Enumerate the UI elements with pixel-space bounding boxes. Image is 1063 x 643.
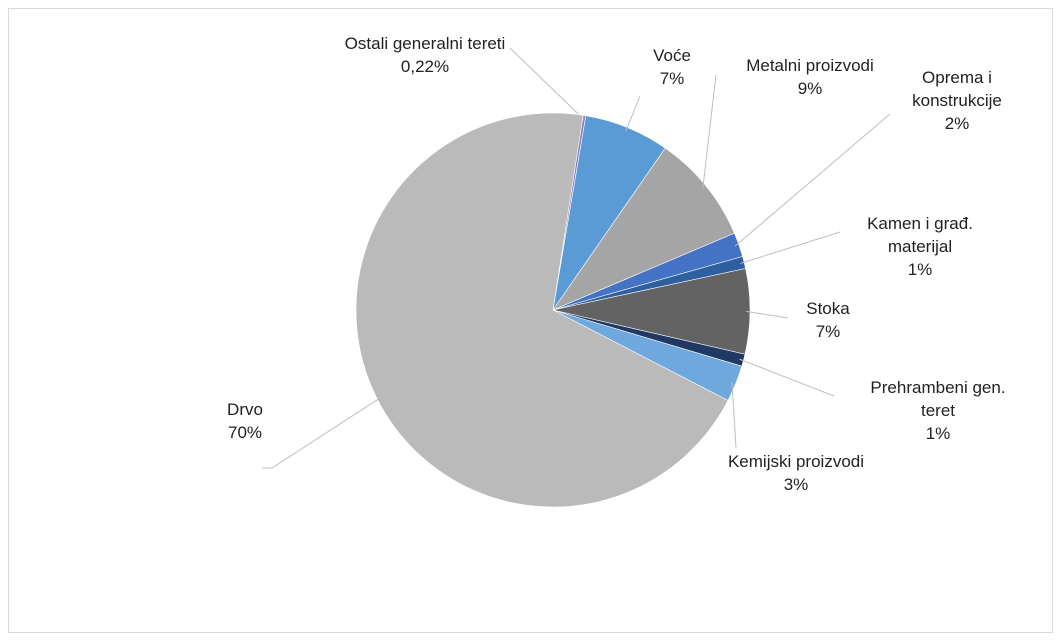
pie-slice [552,147,735,311]
category-label: Ostali generalni tereti [344,34,506,53]
leader-line [739,358,835,397]
data-label: Oprema i konstrukcije 2% [897,66,1017,135]
category-label: Kemijski proizvodi [727,452,865,471]
value-label: 0,22% [400,57,450,76]
category-label: Voće [653,46,691,65]
leader-line [625,95,641,132]
category-label: Metalni proizvodi [746,56,874,75]
data-label: Metalni proizvodi 9% [720,54,900,100]
category-label: Kamen i građ. materijal [867,214,973,256]
value-label: 9% [797,79,823,98]
leader-line [734,113,891,247]
chart-border [8,8,1053,633]
value-label: 3% [783,475,809,494]
value-label: 1% [907,260,933,279]
data-label: Drvo 70% [215,398,275,444]
data-label: Ostali generalni tereti 0,22% [340,32,510,78]
value-label: 2% [944,114,970,133]
value-label: 7% [659,69,685,88]
leader-line [740,231,841,264]
category-label: Prehrambeni gen. teret [870,378,1006,420]
category-label: Oprema i konstrukcije [912,68,1002,110]
value-label: 7% [815,322,841,341]
leader-line [745,310,789,319]
leader-line [509,47,585,120]
category-label: Stoka [806,299,850,318]
leader-line [702,74,717,189]
value-label: 70% [227,423,263,442]
data-label: Stoka 7% [798,297,858,343]
data-label: Kamen i građ. materijal 1% [850,212,990,281]
data-label: Voće 7% [642,44,702,90]
data-label: Kemijski proizvodi 3% [701,450,891,496]
leader-line [262,396,382,469]
category-label: Drvo [227,400,263,419]
value-label: 1% [925,424,951,443]
data-label: Prehrambeni gen. teret 1% [863,376,1013,445]
leader-line [731,382,737,449]
